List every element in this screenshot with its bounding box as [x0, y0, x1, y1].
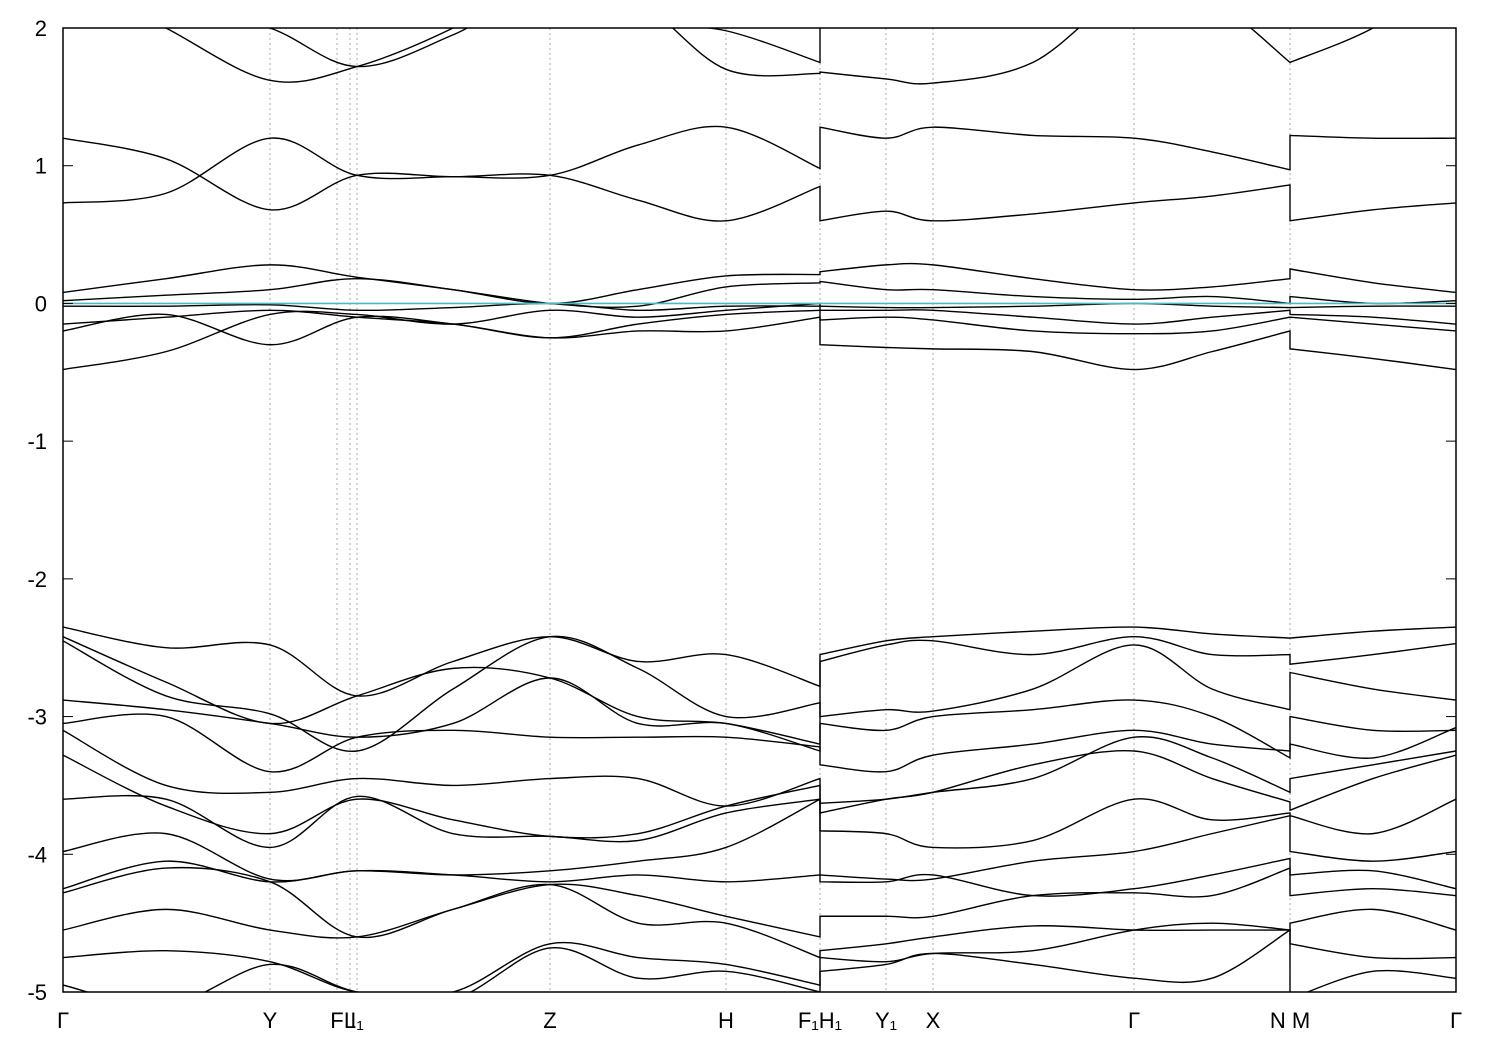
band-line	[63, 635, 1456, 745]
band-line	[63, 302, 1456, 312]
y-tick-label: -2	[27, 567, 47, 592]
x-tick-label: Z	[543, 1008, 556, 1033]
band-line	[63, 922, 1456, 992]
plot-frame	[62, 27, 1457, 993]
band-line	[63, 313, 1456, 346]
band-line	[164, 28, 1375, 85]
band-line	[63, 749, 1456, 839]
band-line	[63, 794, 1456, 849]
band-line	[63, 866, 1456, 939]
y-tick-label: -3	[27, 705, 47, 730]
band-line	[63, 277, 1456, 309]
band-line	[63, 729, 1456, 807]
x-tick-label: F	[330, 1008, 343, 1033]
band-line	[63, 309, 1456, 339]
y-tick-label: -5	[27, 980, 47, 1005]
band-line	[63, 928, 1456, 992]
x-tick-label: I₁	[350, 1008, 364, 1033]
x-tick-label: Y	[263, 1008, 278, 1033]
band-line	[63, 635, 1456, 752]
x-tick-label: L	[344, 1008, 356, 1033]
x-tick-label: F₁H₁	[798, 1008, 842, 1033]
band-line	[267, 28, 821, 68]
y-tick-label: -4	[27, 842, 47, 867]
band-line	[63, 626, 1456, 697]
band-line	[63, 857, 1456, 897]
band-line	[63, 677, 1456, 760]
x-tick-label: Y₁	[875, 1008, 897, 1033]
band-line	[63, 125, 1456, 204]
y-tick-label: -1	[27, 429, 47, 454]
band-line	[63, 713, 1456, 773]
x-tick-label: Γ	[1128, 1008, 1140, 1033]
band-line	[63, 883, 1456, 959]
y-tick-label: 1	[35, 154, 47, 179]
bands	[63, 28, 1456, 992]
x-tick-label: Γ	[57, 1008, 69, 1033]
axis-labels: -5 -4 -3 -2 -1 0 1 2 Γ Y F LI₁ Z H F₁H₁ Y₁ X Γ N M Γ	[27, 16, 1462, 1033]
band-line	[63, 137, 1456, 222]
band-line	[63, 262, 1456, 305]
y-tick-label: 0	[35, 291, 47, 316]
x-tick-label: H	[718, 1008, 734, 1033]
band-line	[63, 302, 1456, 371]
x-tick-label: X	[926, 1008, 941, 1033]
band-line	[63, 798, 1456, 882]
x-tick-label: Γ	[1450, 1008, 1462, 1033]
x-tick-label: N M	[1270, 1008, 1310, 1033]
y-tick-label: 2	[35, 16, 47, 41]
